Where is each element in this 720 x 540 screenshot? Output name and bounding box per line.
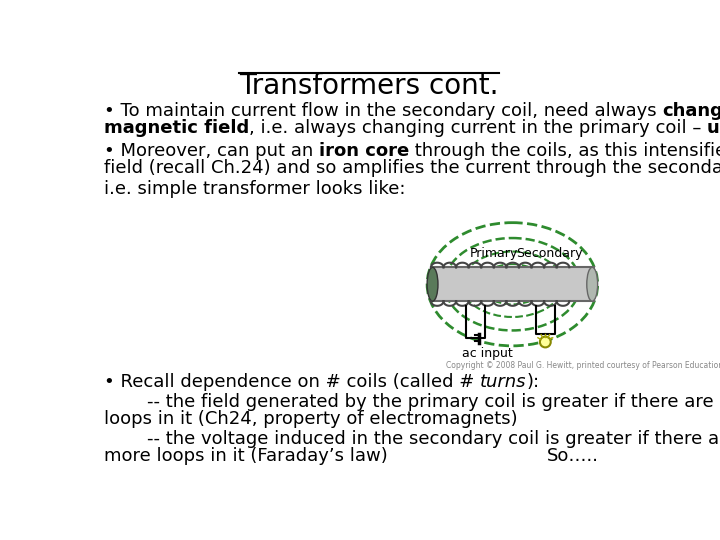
Ellipse shape xyxy=(540,336,551,347)
Text: ):: ): xyxy=(526,373,540,391)
Text: iron core: iron core xyxy=(319,142,409,160)
Text: Secondary: Secondary xyxy=(516,247,582,260)
Text: use ac: use ac xyxy=(707,119,720,137)
Text: , i.e. always changing current in the primary coil –: , i.e. always changing current in the pr… xyxy=(249,119,707,137)
Text: changing: changing xyxy=(662,102,720,120)
Text: loops in it (Ch24, property of electromagnets): loops in it (Ch24, property of electroma… xyxy=(104,410,518,428)
Text: Primary: Primary xyxy=(469,247,518,260)
Text: So…..: So….. xyxy=(547,447,599,465)
Text: field (recall Ch.24) and so amplifies the current through the secondary,: field (recall Ch.24) and so amplifies th… xyxy=(104,159,720,177)
Text: magnetic field: magnetic field xyxy=(104,119,249,137)
Text: through the coils, as this intensifies the: through the coils, as this intensifies t… xyxy=(409,142,720,160)
Bar xyxy=(431,267,594,301)
Text: • To maintain current flow in the secondary coil, need always: • To maintain current flow in the second… xyxy=(104,102,662,120)
Text: Copyright © 2008 Paul G. Hewitt, printed courtesy of Pearson Education Inc., pub: Copyright © 2008 Paul G. Hewitt, printed… xyxy=(446,361,720,370)
Text: • Recall dependence on # coils (called #: • Recall dependence on # coils (called # xyxy=(104,373,480,391)
Ellipse shape xyxy=(587,267,598,301)
Ellipse shape xyxy=(427,267,438,301)
Text: -- the voltage induced in the secondary coil is greater if there are: -- the voltage induced in the secondary … xyxy=(147,430,720,448)
Text: ac input: ac input xyxy=(462,347,513,360)
Text: more loops in it (Faraday’s law): more loops in it (Faraday’s law) xyxy=(104,447,387,465)
Text: -- the field generated by the primary coil is greater if there are more: -- the field generated by the primary co… xyxy=(147,393,720,411)
Text: i.e. simple transformer looks like:: i.e. simple transformer looks like: xyxy=(104,180,405,198)
Text: • Moreover, can put an: • Moreover, can put an xyxy=(104,142,319,160)
Text: turns: turns xyxy=(480,373,526,391)
Text: Transformers cont.: Transformers cont. xyxy=(239,72,499,100)
